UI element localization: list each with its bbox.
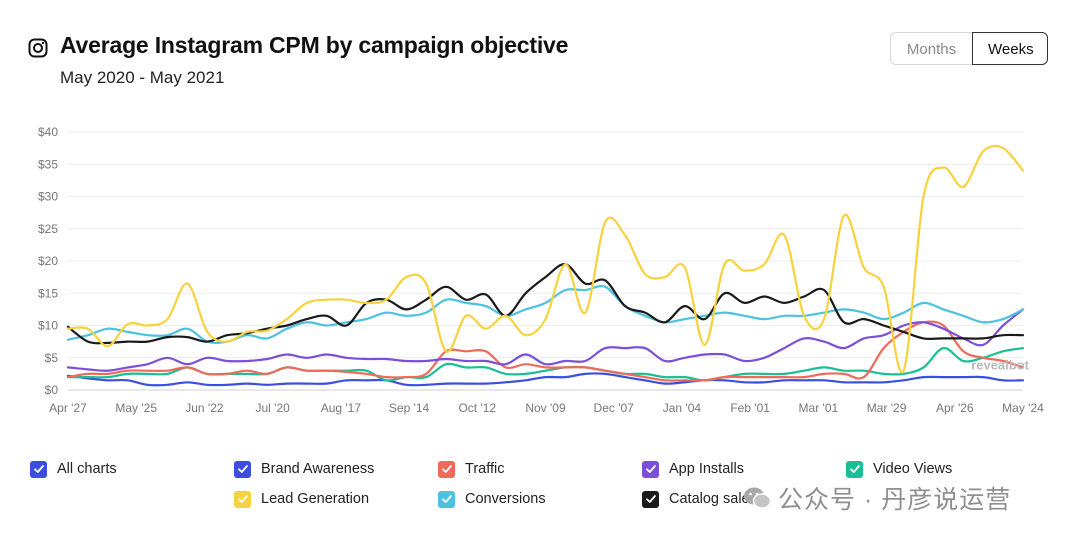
legend-label: All charts xyxy=(57,461,117,477)
legend-item-catalog-sales[interactable]: Catalog sales xyxy=(642,489,757,509)
y-tick-label: $25 xyxy=(38,222,58,236)
period-toggle: Months Weeks xyxy=(890,32,1048,65)
legend-label: Traffic xyxy=(465,461,505,477)
line-chart: $0 $5 $10 $15 $20 $25 $30 $35 $40 Apr '27 May '25 J… xyxy=(38,125,1044,415)
legend-label: Video Views xyxy=(873,461,953,477)
legend-label: App Installs xyxy=(669,461,744,477)
watermark-text: 公众号 · 丹彦说运营 xyxy=(778,486,1012,514)
legend-label: Brand Awareness xyxy=(261,461,375,477)
x-tick-label: May '25 xyxy=(115,401,157,415)
wechat-icon xyxy=(744,487,772,509)
x-tick-label: Apr '27 xyxy=(49,401,87,415)
checkbox-checked-icon[interactable] xyxy=(234,490,251,508)
series-line-traffic xyxy=(66,320,1025,382)
x-tick-label: Oct '12 xyxy=(458,401,496,415)
instagram-icon xyxy=(28,38,48,58)
legend-label: Catalog sales xyxy=(669,491,757,507)
chart-subtitle: May 2020 - May 2021 xyxy=(60,68,225,87)
checkbox-checked-icon[interactable] xyxy=(30,460,47,478)
y-tick-label: $10 xyxy=(38,319,58,333)
legend-item-traffic[interactable]: Traffic xyxy=(438,459,504,479)
checkbox-checked-icon[interactable] xyxy=(438,460,455,478)
legend-label: Lead Generation xyxy=(261,491,370,507)
x-tick-label: Jun '22 xyxy=(185,401,224,415)
legend-item-lead-generation[interactable]: Lead Generation xyxy=(234,489,369,509)
checkbox-checked-icon[interactable] xyxy=(234,460,251,478)
legend-item-all-charts[interactable]: All charts xyxy=(30,459,117,479)
series-line-app-installs xyxy=(66,308,1025,372)
y-tick-label: $15 xyxy=(38,286,58,300)
x-tick-label: Aug '17 xyxy=(321,401,362,415)
x-tick-label: Apr '26 xyxy=(936,401,974,415)
revealbot-brand: revealbot xyxy=(971,357,1029,372)
weeks-button[interactable]: Weeks xyxy=(972,32,1048,65)
y-tick-label: $20 xyxy=(38,254,58,268)
y-tick-label: $35 xyxy=(38,157,58,171)
x-tick-label: Dec '07 xyxy=(594,401,635,415)
legend-item-app-installs[interactable]: App Installs xyxy=(642,459,744,479)
x-tick-label: Jan '04 xyxy=(663,401,702,415)
legend-item-video-views[interactable]: Video Views xyxy=(846,459,952,479)
months-button[interactable]: Months xyxy=(890,32,973,65)
y-tick-label: $5 xyxy=(45,351,59,365)
checkbox-checked-icon[interactable] xyxy=(438,490,455,508)
series-line-catalog-sales xyxy=(66,263,1025,345)
watermark: 公众号 · 丹彦说运营 xyxy=(742,480,1011,516)
series-line-brand-awareness xyxy=(66,372,1025,387)
y-tick-label: $40 xyxy=(38,125,58,139)
x-tick-label: May '24 xyxy=(1002,401,1044,415)
x-tick-label: Feb '01 xyxy=(730,401,770,415)
legend-item-conversions[interactable]: Conversions xyxy=(438,489,546,509)
chart-title: Average Instagram CPM by campaign object… xyxy=(60,32,569,58)
x-tick-label: Mar '01 xyxy=(799,401,839,415)
series-line-lead-generation xyxy=(66,144,1025,374)
series-line-conversions xyxy=(66,284,1025,344)
checkbox-checked-icon[interactable] xyxy=(642,490,659,508)
x-tick-label: Sep '14 xyxy=(389,401,430,415)
x-tick-label: Mar '29 xyxy=(867,401,907,415)
legend-label: Conversions xyxy=(465,491,546,507)
checkbox-checked-icon[interactable] xyxy=(642,460,659,478)
legend-item-brand-awareness[interactable]: Brand Awareness xyxy=(234,459,374,479)
checkbox-checked-icon[interactable] xyxy=(846,460,863,478)
x-tick-label: Nov '09 xyxy=(525,401,566,415)
x-tick-label: Jul '20 xyxy=(255,401,290,415)
y-tick-label: $0 xyxy=(45,383,59,397)
y-tick-label: $30 xyxy=(38,190,58,204)
